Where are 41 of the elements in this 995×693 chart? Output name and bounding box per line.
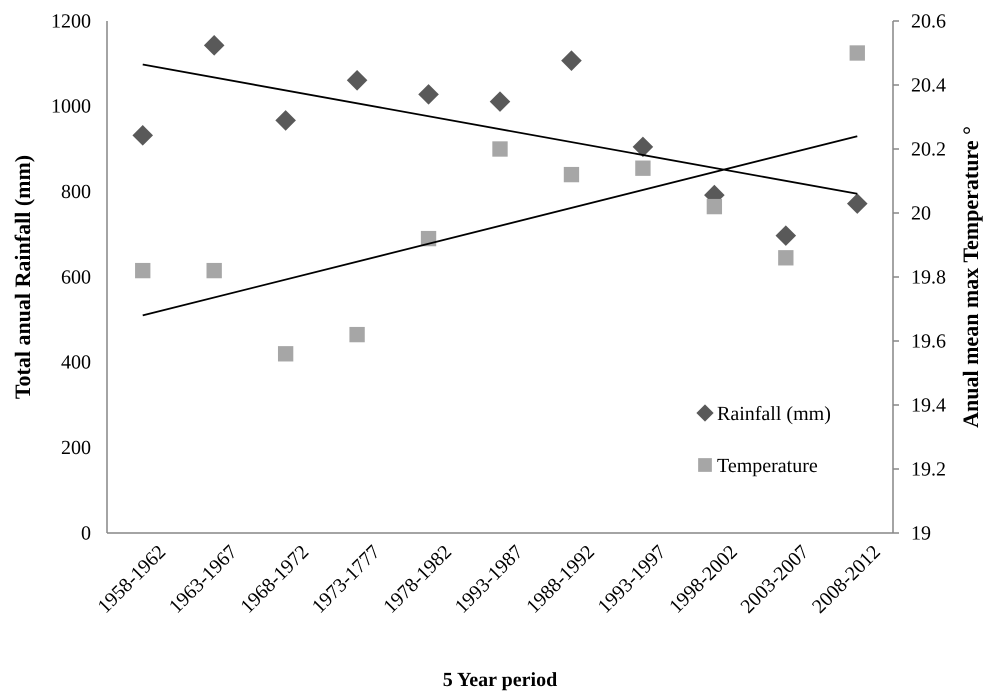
y2-tick-label: 19.8 <box>911 266 946 288</box>
y-tick-label: 200 <box>61 437 91 460</box>
point <box>561 50 582 71</box>
point <box>776 225 796 246</box>
y-tick-label: 600 <box>61 266 91 288</box>
point <box>850 45 865 61</box>
y2-tick-label: 19.4 <box>911 394 946 416</box>
point <box>632 136 654 158</box>
y-tick-label: 0 <box>81 522 91 544</box>
y-axis-title: Total anual Rainfall (mm) <box>10 154 35 400</box>
y2-tick-label: 20.2 <box>911 138 946 160</box>
point <box>275 110 296 131</box>
point <box>132 125 154 146</box>
point <box>135 262 150 278</box>
point <box>418 84 439 105</box>
y2-tick-label: 20 <box>911 202 931 224</box>
y2-tick-label: 20.6 <box>911 10 946 32</box>
point <box>204 35 224 56</box>
y-tick-label: 400 <box>61 352 91 374</box>
y2-tick-label: 19.2 <box>911 458 946 480</box>
y2-tick-label: 20.4 <box>911 74 946 96</box>
x-axis-title: 5 Year period <box>442 669 558 691</box>
y-tick-label: 1200 <box>51 10 91 32</box>
y2-tick-label: 19 <box>911 522 931 544</box>
point <box>706 198 722 214</box>
point <box>349 326 365 342</box>
point <box>778 250 794 266</box>
point <box>492 141 508 157</box>
y-tick-label: 1000 <box>51 96 91 118</box>
point <box>490 91 510 112</box>
point <box>564 166 580 182</box>
y2-tick-label: 19.6 <box>911 330 946 352</box>
y-tick-label: 800 <box>61 181 91 204</box>
point <box>206 262 222 278</box>
y2-axis-title: Anual mean max Temperature ° <box>958 126 983 428</box>
point <box>346 70 368 91</box>
point <box>635 160 651 176</box>
point <box>846 193 868 214</box>
point <box>278 346 294 362</box>
legend-label: Temperature <box>717 455 818 477</box>
legend-label: Rainfall (mm) <box>717 403 831 425</box>
